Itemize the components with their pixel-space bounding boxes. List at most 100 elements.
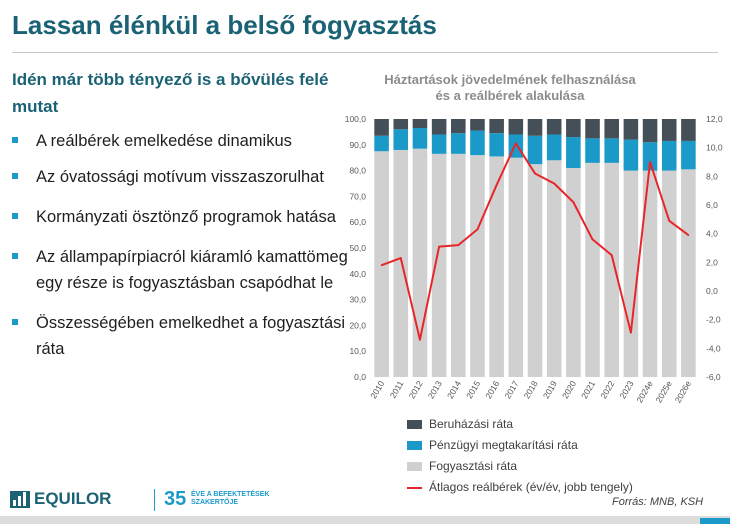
bar-0-2016 xyxy=(489,156,504,377)
x-tick-label: 2013 xyxy=(426,379,444,401)
bar-2-2026e xyxy=(681,119,696,141)
bar-2-2014 xyxy=(451,119,466,134)
legend-swatch-icon xyxy=(407,420,422,429)
y-left-tick-label: 0,0 xyxy=(354,372,366,382)
bar-1-2026e xyxy=(681,140,696,170)
realberek-point-2019 xyxy=(553,182,555,185)
bullet-marker-icon xyxy=(12,137,18,143)
legend-line-icon xyxy=(407,487,422,489)
x-tick-label: 2016 xyxy=(483,379,501,401)
slide-title: Lassan élénkül a belső fogyasztás xyxy=(12,10,437,40)
x-tick-label: 2017 xyxy=(502,379,520,401)
bullet-text: Az állampapírpiacról kiáramló kamattömeg… xyxy=(36,248,348,292)
y-left-tick-label: 10,0 xyxy=(349,346,366,356)
chart-title-line-2: és a reálbérek alakulása xyxy=(435,88,585,103)
bar-1-2015 xyxy=(470,130,485,156)
bar-chart-icon xyxy=(10,491,30,508)
source-note: Forrás: MNB, KSH xyxy=(612,496,704,508)
x-tick-label: 2018 xyxy=(522,379,540,401)
x-tick-label: 2014 xyxy=(445,379,463,401)
chart-title: Háztartások jövedelmének felhasználása é… xyxy=(360,72,660,104)
bar-0-2017 xyxy=(508,157,524,377)
bar-0-2014 xyxy=(451,153,466,377)
bar-1-2013 xyxy=(431,134,447,154)
bullet-text: A reálbérek emelkedése dinamikus xyxy=(36,132,292,150)
bar-0-2024e xyxy=(642,170,658,377)
bullet-marker-icon xyxy=(12,213,18,219)
bullet-text: Kormányzati ösztönző programok hatása xyxy=(36,208,336,226)
y-right-tick-label: -4,0 xyxy=(706,343,721,353)
realberek-point-2010 xyxy=(380,264,383,267)
realberek-point-2014 xyxy=(457,244,460,246)
realberek-point-2022 xyxy=(610,254,613,256)
y-right-tick-label: 6,0 xyxy=(706,200,718,210)
bullet-marker-icon xyxy=(12,173,18,179)
y-right-tick-label: 4,0 xyxy=(706,229,718,239)
bar-1-2014 xyxy=(451,133,466,154)
title-divider xyxy=(12,52,718,53)
legend-label: Pénzügyi megtakarítási ráta xyxy=(429,438,578,452)
bar-0-2019 xyxy=(546,160,562,377)
logo-wordmark: EQUILOR xyxy=(34,489,112,508)
bar-2-2010 xyxy=(374,119,389,136)
bullet-text: Az óvatossági motívum visszaszorulhat xyxy=(36,168,324,186)
legend-label: Fogyasztási ráta xyxy=(429,459,518,473)
bar-1-2021 xyxy=(585,138,600,163)
y-right-tick-label: 8,0 xyxy=(706,171,718,181)
y-left-tick-label: 30,0 xyxy=(349,295,366,305)
x-tick-label: 2024e xyxy=(634,379,655,405)
realberek-point-2018 xyxy=(534,172,536,175)
logo-divider xyxy=(154,489,155,511)
y-left-tick-label: 50,0 xyxy=(349,243,366,253)
legend-swatch-icon xyxy=(407,462,422,471)
anniversary-text: ÉVE A BEFEKTETÉSEK SZAKERTŐJE xyxy=(191,491,270,506)
legend-item-megtakaritasi: Pénzügyi megtakarítási ráta xyxy=(407,435,633,456)
realberek-point-2024e xyxy=(649,161,651,163)
bar-1-2011 xyxy=(393,129,409,150)
footer-accent xyxy=(700,518,730,524)
bar-1-2025e xyxy=(661,140,677,171)
legend-label: Átlagos reálbérek (év/év, jobb tengely) xyxy=(429,480,633,494)
bar-1-2016 xyxy=(489,133,504,157)
x-tick-label: 2015 xyxy=(464,379,482,401)
slide-subtitle: Idén már több tényező is a bővülés felé … xyxy=(12,70,329,116)
bullet-text: Összességében emelkedhet a fogyasztási r… xyxy=(36,314,346,358)
bar-2-2013 xyxy=(431,119,447,135)
x-tick-label: 2010 xyxy=(368,379,386,401)
bullet-item: Az óvatossági motívum visszaszorulhat xyxy=(12,164,352,190)
bar-0-2023 xyxy=(623,170,639,377)
bar-2-2021 xyxy=(585,119,600,139)
realberek-point-2021 xyxy=(591,238,594,241)
bullet-item: Az állampapírpiacról kiáramló kamattömeg… xyxy=(12,244,352,296)
bar-0-2021 xyxy=(585,162,600,377)
y-right-tick-label: 10,0 xyxy=(706,143,723,153)
bar-2-2024e xyxy=(642,119,658,143)
bar-1-2018 xyxy=(527,135,543,165)
realberek-point-2017 xyxy=(515,142,517,145)
bar-2-2025e xyxy=(661,119,677,141)
realberek-point-2023 xyxy=(630,331,632,334)
bar-2-2020 xyxy=(566,119,581,138)
legend-item-realberek: Átlagos reálbérek (év/év, jobb tengely) xyxy=(407,477,633,498)
bar-0-2026e xyxy=(681,169,696,377)
bullet-item: Kormányzati ösztönző programok hatása xyxy=(12,204,352,230)
bar-0-2022 xyxy=(604,162,619,377)
bar-2-2022 xyxy=(604,119,619,139)
y-left-tick-label: 100,0 xyxy=(345,114,367,124)
legend-item-beruhazasi: Beruházási ráta xyxy=(407,414,633,435)
y-right-tick-label: 2,0 xyxy=(706,257,718,267)
bar-1-2010 xyxy=(374,135,389,152)
x-tick-label: 2025e xyxy=(653,379,674,405)
bar-0-2010 xyxy=(374,151,389,377)
bar-0-2018 xyxy=(527,164,543,377)
bar-2-2023 xyxy=(623,119,639,140)
bullet-marker-icon xyxy=(12,253,18,259)
bar-2-2017 xyxy=(508,119,524,135)
bar-1-2022 xyxy=(604,138,619,163)
bar-0-2012 xyxy=(412,148,428,377)
x-tick-label: 2026e xyxy=(673,379,694,405)
chart-title-line-1: Háztartások jövedelmének felhasználása xyxy=(384,72,636,87)
y-left-tick-label: 80,0 xyxy=(349,166,366,176)
bar-2-2012 xyxy=(412,119,428,129)
